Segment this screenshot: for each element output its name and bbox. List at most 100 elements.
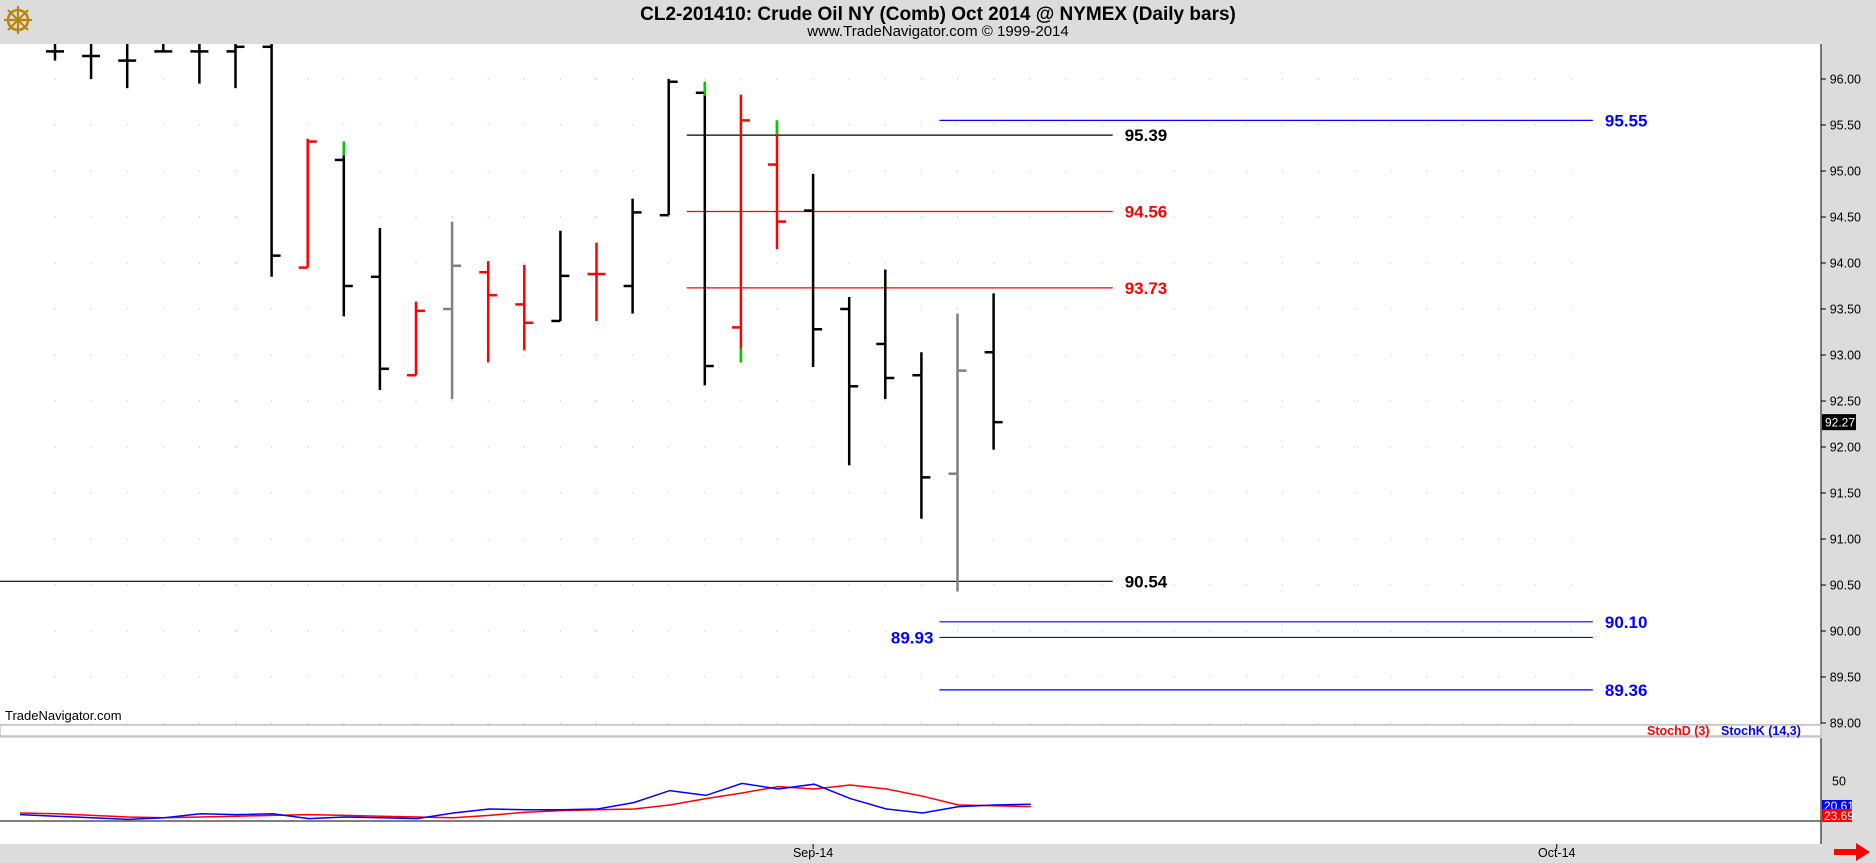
grid-dot	[559, 492, 561, 494]
grid-dot	[54, 354, 56, 356]
grid-dot	[704, 676, 706, 678]
grid-dot	[90, 630, 92, 632]
grid-dot	[1281, 308, 1283, 310]
grid-dot	[90, 492, 92, 494]
stoch-series-k[interactable]	[19, 782, 1031, 821]
grid-dot	[198, 446, 200, 448]
grid-dot	[668, 446, 670, 448]
grid-dot	[307, 124, 309, 126]
ohlc-bar[interactable]	[804, 173, 823, 367]
ohlc-bar[interactable]	[370, 228, 389, 390]
grid-dot	[415, 262, 417, 264]
ohlc-bar[interactable]	[226, 44, 245, 89]
grid-dot	[379, 538, 381, 540]
price-tick-label: 94.50	[1830, 211, 1861, 225]
ohlc-bar[interactable]	[190, 44, 209, 84]
grid-dot	[1245, 722, 1247, 724]
ohlc-bar[interactable]	[515, 264, 534, 351]
grid-dot	[1245, 400, 1247, 402]
grid-dot	[1065, 170, 1067, 172]
ohlc-bar[interactable]	[443, 221, 462, 400]
ohlc-bar[interactable]	[407, 301, 425, 377]
grid-dot	[1426, 676, 1428, 678]
grid-dot	[415, 722, 417, 724]
ohlc-bar[interactable]	[298, 138, 317, 269]
grid-dot	[307, 400, 309, 402]
grid-dot	[307, 676, 309, 678]
grid-dot	[1173, 584, 1175, 586]
grid-dot	[559, 170, 561, 172]
ohlc-bar[interactable]	[551, 230, 570, 323]
ohlc-bar[interactable]	[840, 297, 859, 466]
time-tick-label: Sep-14	[793, 846, 833, 860]
grid-dot	[379, 216, 381, 218]
grid-dot	[271, 630, 273, 632]
grid-dot	[1029, 124, 1031, 126]
grid-dot	[198, 400, 200, 402]
grid-dot	[1318, 722, 1319, 724]
grid-dot	[1354, 492, 1356, 494]
price-tick-label: 89.50	[1830, 671, 1861, 685]
ohlc-bar[interactable]	[768, 120, 786, 250]
grid-dot	[1101, 676, 1103, 678]
ohlc-bar[interactable]	[984, 293, 1003, 450]
grid-dot	[957, 262, 958, 264]
grid-dot	[198, 308, 200, 310]
grid-dot	[993, 584, 995, 586]
grid-dot	[596, 722, 597, 724]
grid-dot	[162, 584, 164, 586]
grid-dot	[596, 216, 597, 218]
ohlc-bar[interactable]	[912, 352, 931, 519]
grid-dot	[776, 446, 778, 448]
grid-dot	[1137, 170, 1139, 172]
grid-dot	[1318, 630, 1319, 632]
grid-dot	[90, 262, 92, 264]
grid-dot	[1101, 400, 1103, 402]
level-label: 90.10	[1605, 613, 1648, 632]
grid-dot	[1498, 492, 1500, 494]
grid-dot	[1245, 170, 1247, 172]
grid-dot	[1462, 216, 1464, 218]
grid-dot	[415, 124, 417, 126]
grid-dot	[1245, 262, 1247, 264]
ohlc-bar[interactable]	[659, 79, 678, 217]
scroll-right-arrow[interactable]	[1834, 843, 1870, 861]
ohlc-bar[interactable]	[118, 44, 137, 89]
grid-dot	[1534, 262, 1536, 264]
price-tick-label: 93.50	[1830, 303, 1861, 317]
ohlc-bar[interactable]	[154, 44, 173, 53]
ohlc-bar[interactable]	[46, 44, 64, 61]
ohlc-bar[interactable]	[948, 313, 967, 592]
grid-dot	[487, 584, 489, 586]
ohlc-bar[interactable]	[587, 242, 606, 321]
grid-dot	[1101, 170, 1103, 172]
grid-dot	[1101, 630, 1103, 632]
grid-dot	[1498, 262, 1500, 264]
grid-dot	[884, 446, 886, 448]
stoch-series-d[interactable]	[19, 784, 1031, 819]
grid-dot	[90, 538, 92, 540]
level-label: 89.36	[1605, 681, 1648, 700]
grid-dot	[451, 124, 453, 126]
grid-dot	[1281, 676, 1283, 678]
grid-dot	[559, 354, 561, 356]
grid-dot	[415, 630, 417, 632]
grid-dot	[198, 354, 200, 356]
ohlc-bar[interactable]	[695, 81, 714, 386]
ohlc-bar[interactable]	[82, 44, 101, 79]
grid-dot	[740, 400, 742, 402]
chart-subtitle: www.TradeNavigator.com © 1999-2014	[806, 23, 1068, 40]
grid-dot	[559, 538, 561, 540]
ship-wheel-icon[interactable]	[4, 6, 32, 34]
price-tick-label: 93.00	[1830, 349, 1861, 363]
grid-dot	[884, 538, 886, 540]
ohlc-bar[interactable]	[731, 94, 750, 363]
ohlc-bar[interactable]	[479, 261, 498, 363]
ohlc-bar[interactable]	[262, 44, 281, 277]
grid-dot	[1498, 630, 1500, 632]
grid-dot	[271, 676, 273, 678]
ohlc-bar[interactable]	[876, 269, 895, 400]
ohlc-bar[interactable]	[623, 198, 642, 314]
grid-dot	[957, 676, 958, 678]
ohlc-bar[interactable]	[334, 141, 353, 317]
